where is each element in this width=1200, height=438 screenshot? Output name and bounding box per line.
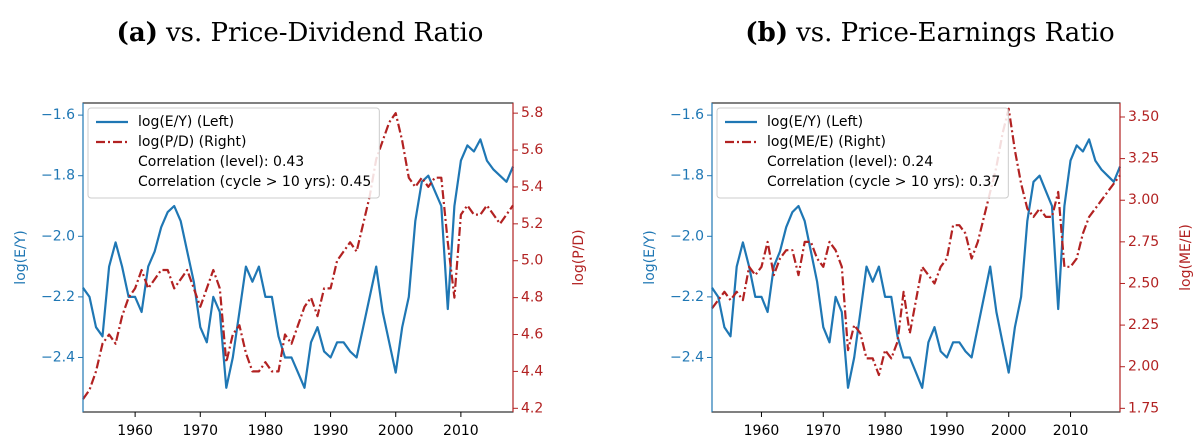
y2-axis-label: log(ME/E) xyxy=(1178,224,1194,291)
annotation: Correlation (cycle > 10 yrs): 0.37 xyxy=(767,174,1000,190)
y-axis-label: log(E/Y) xyxy=(13,230,29,284)
x-tick-label: 1980 xyxy=(867,423,903,438)
y2-tick-label: 5.4 xyxy=(521,179,543,195)
series-line xyxy=(711,138,1122,389)
y2-tick-label: 3.25 xyxy=(1128,151,1159,167)
y2-axis-label: log(P/D) xyxy=(571,229,587,285)
y-tick-label: −1.8 xyxy=(670,168,704,184)
y2-tick-label: 4.8 xyxy=(521,290,543,306)
title-text: vs. Price-Earnings Ratio xyxy=(795,18,1115,48)
y-tick-label: −2.2 xyxy=(41,289,75,305)
x-tick-label: 1990 xyxy=(313,423,349,438)
x-tick-label: 2000 xyxy=(991,423,1027,438)
y2-tick-label: 2.25 xyxy=(1128,317,1159,333)
panel-label: (a) xyxy=(117,18,158,48)
y2-tick-label: 5.8 xyxy=(521,105,543,121)
x-tick-label: 1960 xyxy=(744,423,780,438)
annotation: Correlation (cycle > 10 yrs): 0.45 xyxy=(138,174,371,190)
y2-tick-label: 5.2 xyxy=(521,216,543,232)
x-tick-label: 1970 xyxy=(182,423,218,438)
series-line xyxy=(711,107,1121,377)
legend-label: log(ME/E) (Right) xyxy=(767,134,886,150)
y-tick-label: −1.6 xyxy=(41,107,75,123)
annotation: Correlation (level): 0.43 xyxy=(138,154,304,170)
y-axis-label: log(E/Y) xyxy=(642,230,658,284)
legend: log(E/Y) (Left) log(P/D) (Right) Correlati… xyxy=(87,107,380,199)
y-tick-label: −1.6 xyxy=(670,107,704,123)
y2-tick-label: 3.50 xyxy=(1128,109,1159,125)
y-tick-label: −2.2 xyxy=(670,289,704,305)
chart-title: (b) vs. Price-Earnings Ratio xyxy=(745,18,1114,48)
y-tick-label: −1.8 xyxy=(41,168,75,184)
x-tick-label: 1960 xyxy=(117,423,153,438)
series-line xyxy=(82,111,514,400)
x-tick-label: 1980 xyxy=(248,423,284,438)
panel-label: (b) xyxy=(745,18,788,48)
annotation: Correlation (level): 0.24 xyxy=(767,154,933,170)
y2-tick-label: 4.6 xyxy=(521,327,543,343)
x-tick-label: 2010 xyxy=(1053,423,1089,438)
legend-label: log(E/Y) (Left) xyxy=(767,114,863,130)
legend-label: log(E/Y) (Left) xyxy=(138,114,234,130)
x-tick-label: 2000 xyxy=(378,423,414,438)
y2-tick-label: 2.50 xyxy=(1128,275,1159,291)
x-tick-label: 1990 xyxy=(929,423,965,438)
legend-box xyxy=(716,107,1009,199)
y2-tick-label: 5.0 xyxy=(521,253,543,269)
legend-box xyxy=(87,107,380,199)
y-tick-label: −2.0 xyxy=(670,228,704,244)
chart-title: (a) vs. Price-Dividend Ratio xyxy=(117,18,484,48)
y2-tick-label: 3.00 xyxy=(1128,192,1159,208)
title-text: vs. Price-Dividend Ratio xyxy=(165,18,483,48)
legend-label: log(P/D) (Right) xyxy=(138,134,246,150)
x-tick-label: 2010 xyxy=(443,423,479,438)
y2-tick-label: 5.6 xyxy=(521,142,543,158)
y2-tick-label: 1.75 xyxy=(1128,400,1159,416)
y-tick-label: −2.4 xyxy=(41,349,75,365)
y2-tick-label: 2.75 xyxy=(1128,234,1159,250)
y-tick-label: −2.0 xyxy=(41,228,75,244)
x-tick-label: 1970 xyxy=(805,423,841,438)
y2-tick-label: 4.2 xyxy=(521,400,543,416)
legend: log(E/Y) (Left) log(ME/E) (Right) Correlat… xyxy=(716,107,1009,199)
y-tick-label: −2.4 xyxy=(670,349,704,365)
y2-tick-label: 2.00 xyxy=(1128,359,1159,375)
series-line xyxy=(82,138,515,389)
y2-tick-label: 4.4 xyxy=(521,363,543,379)
